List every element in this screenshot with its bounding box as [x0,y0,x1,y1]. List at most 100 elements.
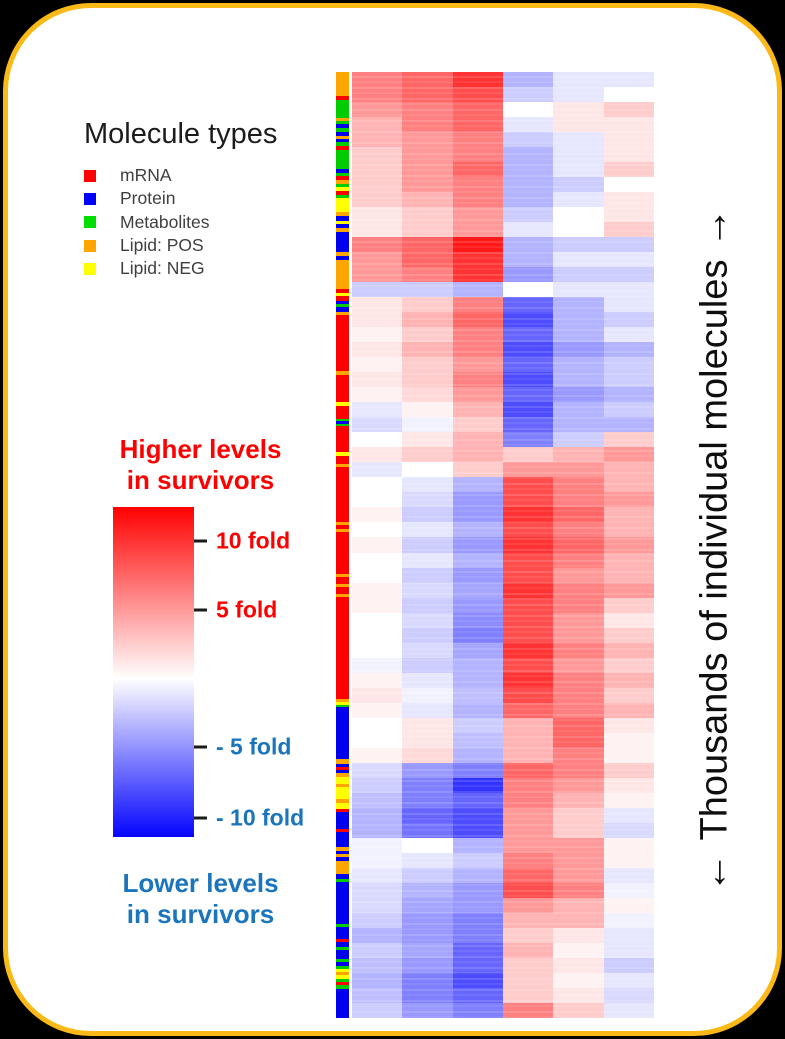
heatmap-cell [352,792,403,808]
heatmap-cell [452,432,503,448]
heatmap-cell [452,237,503,253]
heatmap-cell [502,162,554,178]
heatmap-cell [553,882,604,898]
heatmap-cell [603,1002,654,1018]
heatmap-cell [603,177,654,193]
heatmap-cell [553,417,604,433]
annotation-segment-metabolites [336,979,349,982]
heatmap-cell [502,222,554,238]
heatmap-cell [502,972,554,988]
heatmap-cell [502,297,554,313]
annotation-segment-protein [336,301,349,304]
annotation-segment-protein [336,962,349,966]
annotation-segment-protein [336,421,349,424]
annotation-segment-mrna [336,375,349,389]
heatmap-cell [402,237,453,253]
heatmap-cell [352,537,403,553]
heatmap-cell [352,837,403,853]
heatmap-cell [452,657,503,673]
heatmap-cell [452,687,503,703]
heatmap-cell [603,837,654,853]
annotation-segment-mrna [336,525,349,529]
heatmap-cell [502,177,554,193]
annotation-segment-protein [336,132,349,136]
annotation-segment-lipid-pos [336,847,349,851]
heatmap-cell [603,582,654,598]
legend-swatch-mrna [84,169,96,182]
heatmap-cell [502,117,554,133]
heatmap-cell [502,402,554,418]
heatmap-cell [502,387,554,403]
heatmap-cell [352,897,403,913]
heatmap-cell [352,357,403,373]
heatmap-cell [352,387,403,403]
heatmap-cell [452,957,503,973]
heatmap-cell [553,507,604,523]
heatmap-cell [402,72,453,88]
colorbar-tick-3: - 10 fold [194,804,304,831]
heatmap-cell [502,912,554,928]
heatmap-cell [402,897,453,913]
annotation-segment-lipid-pos [336,972,349,975]
heatmap-row [352,837,654,853]
heatmap-cell [452,507,503,523]
annotation-segment-mrna [336,587,349,594]
heatmap-cell [553,477,604,493]
heatmap-cell [352,477,403,493]
heatmap-cell [502,747,554,763]
legend-swatch-lipid-neg [84,262,96,275]
heatmap-cell [352,102,403,118]
annotation-segment-mrna [336,315,349,371]
heatmap-cell [553,702,604,718]
heatmap-cell [352,447,403,463]
heatmap-row [352,957,654,973]
legend-item-protein: Protein [84,187,277,210]
annotation-segment-protein [336,764,349,767]
heatmap-cell [352,402,403,418]
colorbar-tick-2: - 5 fold [194,733,291,760]
annotation-segment-protein [336,832,349,847]
heatmap-row [352,867,654,883]
heatmap-row [352,612,654,628]
heatmap-row [352,132,654,148]
legend-label-mrna: mRNA [120,165,172,186]
annotation-segment-protein [336,874,349,879]
annotation-segment-lipid-neg [336,702,349,705]
heatmap-cell [452,972,503,988]
heatmap-cell [603,72,654,88]
heatmap-cell [553,567,604,583]
heatmap-cell [553,432,604,448]
heatmap-cell [402,717,453,733]
heatmap-row [352,282,654,298]
heatmap-row [352,672,654,688]
annotation-segment-protein [336,882,349,924]
heatmap-cell [603,762,654,778]
annotation-segment-lipid-pos [336,759,349,764]
heatmap-cell [603,642,654,658]
legend-item-metabolites: Metabolites [84,211,277,234]
heatmap-cell [452,792,503,808]
annotation-segment-metabolites [336,947,349,950]
heatmap-row [352,567,654,583]
heatmap-cell [502,237,554,253]
heatmap-cell [553,537,604,553]
heatmap-cell [603,372,654,388]
heatmap-cell [402,867,453,883]
annotation-segment-metabolites [336,879,349,882]
heatmap-cell [502,777,554,793]
heatmap-row [352,177,654,193]
heatmap-cell [402,462,453,478]
heatmap-cell [402,837,453,853]
heatmap-cell [452,177,503,193]
heatmap-cell [502,612,554,628]
heatmap-cell [553,522,604,538]
heatmap-cell [502,87,554,103]
heatmap-row [352,432,654,448]
annotation-segment-lipid-pos [336,136,349,139]
heatmap-cell [452,192,503,208]
heatmap-cell [502,372,554,388]
annotation-segment-mrna [336,982,349,985]
heatmap-cell [603,807,654,823]
heatmap-row [352,852,654,868]
annotation-segment-protein [336,851,349,854]
